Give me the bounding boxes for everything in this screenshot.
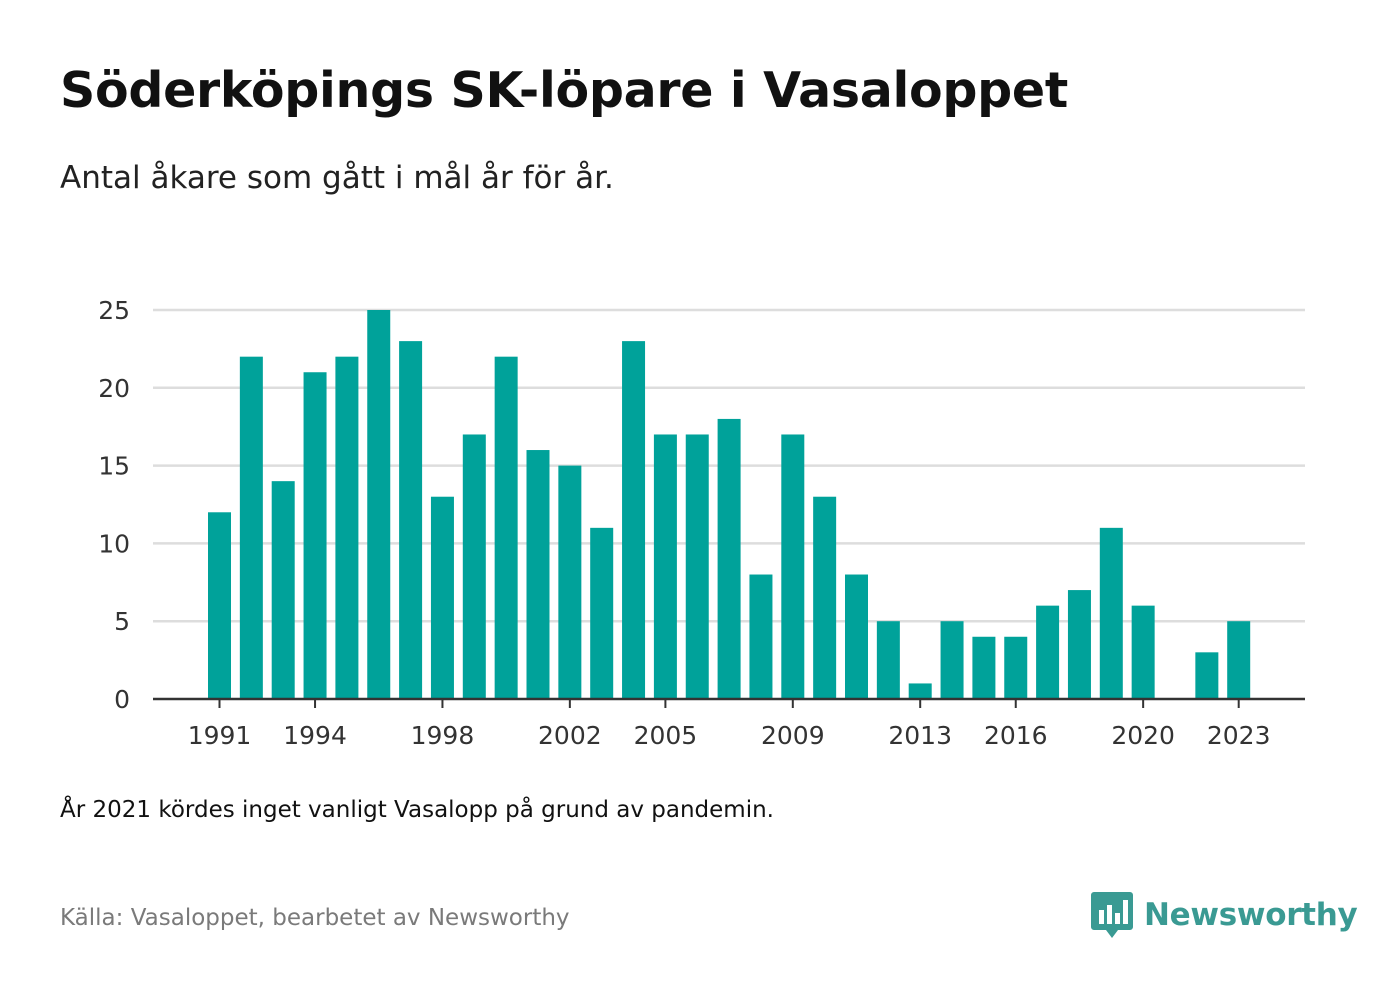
bar-2002 (558, 465, 582, 699)
y-tick-label: 15 (98, 452, 130, 481)
y-tick-label: 0 (114, 685, 130, 714)
bar-2007 (717, 418, 741, 699)
x-tick-label: 2005 (634, 721, 698, 750)
x-tick-label: 2016 (984, 721, 1048, 750)
bar-2018 (1067, 590, 1091, 699)
tick-labels: 0 5 10 15 20 25 1991 1994 1998 2002 2005 2009 2013 20… (98, 296, 1270, 750)
bar-1991 (208, 512, 231, 699)
chart-title: Söderköpings SK-löpare i Vasaloppet (60, 62, 1068, 119)
bar-2015 (972, 636, 996, 699)
bar-2012 (876, 621, 900, 699)
brand[interactable]: Newsworthy (1090, 890, 1358, 940)
bar-2016 (1004, 636, 1028, 699)
bar-2017 (1036, 605, 1060, 699)
bar-2023 (1227, 621, 1251, 699)
bar-2020 (1131, 605, 1155, 699)
bar-1999 (462, 434, 486, 699)
x-tick-label: 2020 (1111, 721, 1175, 750)
y-tick-label: 20 (98, 374, 130, 403)
bar-2010 (813, 496, 837, 699)
x-tick-label: 1998 (411, 721, 475, 750)
bar-2013 (908, 683, 932, 699)
brand-name: Newsworthy (1144, 897, 1358, 933)
bar-1996 (367, 310, 391, 699)
bar-1992 (239, 356, 263, 699)
bar-2000 (494, 356, 518, 699)
bar-2014 (940, 621, 964, 699)
bar-2008 (749, 574, 773, 699)
bar-2022 (1195, 652, 1219, 699)
bar-1997 (399, 341, 423, 699)
bar-1998 (430, 496, 454, 699)
chart-subtitle: Antal åkare som gått i mål år för år. (60, 160, 614, 196)
bars (208, 310, 1251, 699)
x-tick-label: 2023 (1207, 721, 1271, 750)
bar-2006 (685, 434, 709, 699)
axes (153, 697, 1305, 708)
bar-1994 (303, 372, 327, 699)
bar-2003 (590, 527, 614, 699)
bar-2011 (845, 574, 868, 699)
bar-1995 (335, 356, 359, 699)
bar-2001 (526, 450, 550, 699)
bar-2019 (1099, 527, 1123, 699)
x-tick-label: 1994 (283, 721, 347, 750)
y-tick-label: 5 (114, 607, 130, 636)
x-tick-label: 2009 (761, 721, 825, 750)
source-text: Källa: Vasaloppet, bearbetet av Newswort… (60, 905, 570, 931)
bar-2005 (653, 434, 677, 699)
y-tick-label: 10 (98, 529, 130, 558)
bar-2009 (781, 434, 805, 699)
x-tick-label: 2002 (538, 721, 602, 750)
x-tick-label: 2013 (888, 721, 952, 750)
chart-note: År 2021 kördes inget vanligt Vasalopp på… (60, 797, 774, 823)
newsworthy-logo-icon (1090, 890, 1134, 940)
x-tick-label: 1991 (188, 721, 252, 750)
bar-1993 (271, 481, 295, 699)
bar-2004 (622, 341, 646, 699)
y-tick-label: 25 (98, 296, 130, 325)
